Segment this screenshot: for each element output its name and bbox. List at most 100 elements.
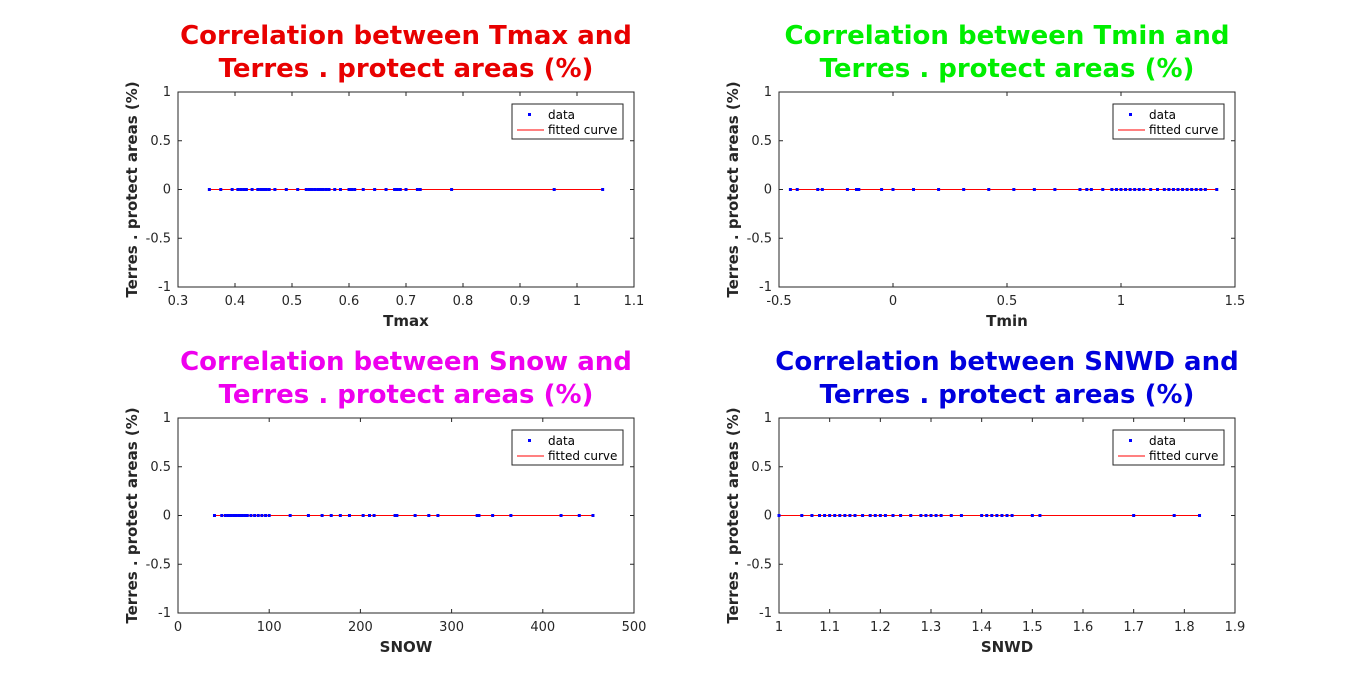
data-point [1185,188,1189,191]
data-point [1181,188,1185,191]
data-point [1162,188,1166,191]
title-line-1: Correlation between Snow and [180,347,632,377]
x-tick-label: 1.2 [870,620,891,635]
legend-marker-data [1129,439,1132,442]
x-tick-label: 400 [530,620,555,635]
data-point [995,514,999,517]
data-point [361,514,365,517]
y-axis-label: Terres . protect areas (%) [724,81,742,297]
data-point [868,514,872,517]
data-point [327,188,331,191]
data-point [929,514,933,517]
data-point [1110,188,1114,191]
y-tick-label: 0 [163,183,171,198]
data-point [395,514,399,517]
title-line-2: Terres . protect areas (%) [218,54,594,84]
data-point [418,188,422,191]
data-point [985,514,989,517]
data-point [260,514,264,517]
data-point [823,514,827,517]
data-point [891,514,895,517]
data-point [838,514,842,517]
data-point [1124,188,1128,191]
data-point [1089,188,1093,191]
y-tick-label: 1 [764,411,772,426]
legend-label-fit: fitted curve [548,449,617,463]
data-point [883,514,887,517]
x-tick-label: 1 [1117,294,1125,309]
legend-box [511,103,624,140]
data-point [347,188,351,191]
y-tick-label: -1 [158,606,171,621]
data-point [857,188,861,191]
data-point [245,514,249,517]
data-point [1149,188,1153,191]
data-point [393,188,397,191]
data-point [899,514,903,517]
y-tick-label: -0.5 [146,231,171,246]
data-point [919,514,923,517]
legend-label-data: data [1149,108,1176,122]
x-tick-label: 0.4 [225,294,246,309]
data-point [912,188,916,191]
y-tick-label: -1 [759,606,772,621]
data-point [795,188,799,191]
data-point [319,188,322,191]
data-point [1155,188,1159,191]
y-tick-label: 0.5 [150,460,171,475]
data-point [477,514,481,517]
data-point [990,514,994,517]
x-tick-label: 0 [889,294,897,309]
x-axis-label: SNWD [981,638,1033,656]
legend-label-data: data [548,434,575,448]
data-point [1101,188,1105,191]
data-point [848,514,852,517]
data-point [230,188,234,191]
data-point [353,188,357,191]
data-point [861,514,865,517]
data-point [259,188,263,191]
data-point [1010,514,1014,517]
data-point [395,188,399,191]
x-tick-label: 1.8 [1174,620,1195,635]
data-point [229,514,233,517]
x-tick-label: 1.5 [1225,294,1246,309]
chart-title-tmin: Correlation between Tmin and Terres . pr… [707,20,1307,86]
x-tick-label: 1.6 [1073,620,1094,635]
data-point [810,514,814,517]
data-point [212,514,216,517]
data-point [329,514,333,517]
legend-box [511,429,624,466]
data-point [321,188,325,191]
data-point [909,514,913,517]
data-point [262,188,265,191]
data-point [398,188,402,191]
data-point [1032,188,1036,191]
x-tick-label: 0 [174,620,182,635]
y-tick-label: 0.5 [150,134,171,149]
data-point [207,188,211,191]
y-tick-label: 1 [163,85,171,100]
data-point [427,514,431,517]
data-point [552,188,556,191]
data-point [338,514,342,517]
data-point [577,514,581,517]
legend-box [1112,429,1225,466]
data-point [368,514,372,517]
data-point [980,514,984,517]
x-tick-label: 0.7 [396,294,417,309]
data-point [288,514,292,517]
y-tick-label: -0.5 [747,557,772,572]
data-point [873,514,877,517]
y-tick-label: 0 [764,183,772,198]
data-point [347,514,351,517]
data-point [777,514,781,517]
title-line-2: Terres . protect areas (%) [819,54,1195,84]
data-point [306,514,310,517]
data-point [1215,188,1219,191]
data-point [828,514,832,517]
